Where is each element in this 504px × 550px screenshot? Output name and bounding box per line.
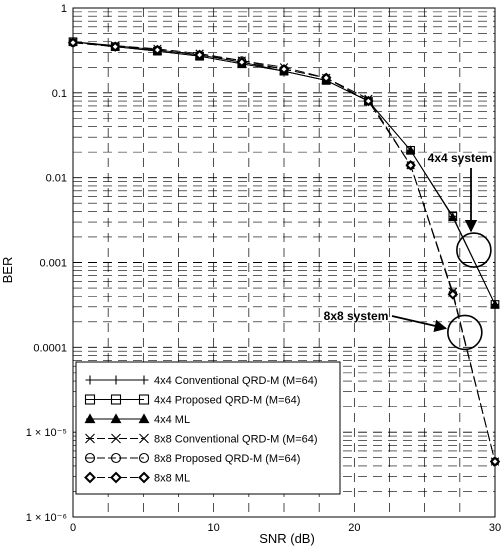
annotation-8x8-label: 8x8 system bbox=[324, 309, 389, 323]
marker-diamond bbox=[84, 471, 96, 484]
series-group bbox=[67, 36, 501, 467]
x-tick-label: 20 bbox=[348, 522, 360, 534]
y-axis-label: BER bbox=[0, 257, 15, 284]
marker-square bbox=[84, 394, 96, 405]
marker-square bbox=[138, 394, 150, 405]
marker-x bbox=[139, 433, 149, 444]
series-diamond bbox=[67, 37, 501, 467]
annotation-circle bbox=[456, 232, 492, 268]
legend-label: 8x8 Proposed QRD-M (M=64) bbox=[154, 453, 300, 465]
marker-diamond bbox=[278, 63, 290, 75]
legend-label: 4x4 Conventional QRD-M (M=64) bbox=[154, 375, 318, 387]
marker-x bbox=[111, 433, 121, 444]
y-tick-label: 1 × 10⁻⁵ bbox=[26, 427, 67, 439]
y-tick-label: 0.01 bbox=[46, 173, 67, 185]
legend-label: 8x8 Conventional QRD-M (M=64) bbox=[154, 434, 318, 446]
annotations: 4x4 system 8x8 system bbox=[324, 151, 493, 351]
marker-diamond bbox=[194, 49, 205, 61]
y-tick-label: 1 bbox=[61, 3, 67, 15]
marker-plus bbox=[139, 375, 149, 385]
marker-circle bbox=[138, 452, 150, 464]
annotation-arrow bbox=[391, 315, 448, 332]
marker-diamond bbox=[447, 289, 459, 300]
marker-triangle bbox=[448, 212, 458, 222]
marker-diamond bbox=[138, 471, 150, 484]
y-tick-label: 0.001 bbox=[39, 258, 67, 270]
axes: 0 10 20 30 1 0.1 0.01 0.001 0.0001 1 × 10⁻⁵ 1 × 10… bbox=[26, 3, 501, 534]
y-tick-label: 0.0001 bbox=[33, 342, 67, 354]
annotation-4x4-label: 4x4 system bbox=[428, 151, 493, 165]
y-tick-label: 1 × 10⁻⁶ bbox=[26, 512, 67, 524]
marker-triangle bbox=[405, 145, 416, 154]
marker-diamond bbox=[489, 456, 501, 467]
legend-item: 8x8 Conventional QRD-M (M=64) bbox=[85, 433, 318, 446]
marker-plus bbox=[111, 375, 121, 385]
marker-triangle bbox=[84, 413, 96, 424]
marker-square bbox=[110, 394, 122, 405]
marker-diamond bbox=[67, 37, 79, 48]
legend-item: 4x4 Proposed QRD-M (M=64) bbox=[84, 394, 300, 407]
legend: 4x4 Conventional QRD-M (M=64) 4x4 Propose… bbox=[75, 361, 341, 495]
x-tick-label: 0 bbox=[70, 522, 76, 534]
legend-item: 4x4 ML bbox=[84, 413, 190, 426]
legend-item: 4x4 Conventional QRD-M (M=64) bbox=[85, 375, 318, 387]
marker-diamond bbox=[152, 44, 163, 56]
legend-label: 4x4 Proposed QRD-M (M=64) bbox=[154, 395, 300, 407]
plot-frame bbox=[72, 7, 496, 518]
legend-item: 8x8 Proposed QRD-M (M=64) bbox=[84, 452, 300, 465]
marker-diamond bbox=[320, 72, 332, 84]
marker-diamond bbox=[109, 41, 121, 52]
marker-triangle bbox=[490, 299, 500, 309]
x-tick-label: 30 bbox=[489, 522, 501, 534]
y-tick-label: 0.1 bbox=[52, 88, 67, 100]
marker-circle bbox=[84, 452, 96, 464]
marker-triangle bbox=[138, 413, 150, 424]
marker-circle bbox=[110, 452, 122, 464]
legend-box bbox=[75, 361, 341, 495]
x-tick-label: 10 bbox=[208, 522, 220, 534]
marker-diamond bbox=[405, 160, 416, 171]
legend-label: 4x4 ML bbox=[154, 414, 190, 426]
marker-diamond bbox=[236, 56, 248, 68]
marker-x bbox=[85, 433, 95, 444]
marker-diamond bbox=[110, 471, 122, 484]
marker-triangle bbox=[110, 413, 122, 424]
legend-label: 8x8 ML bbox=[154, 473, 190, 485]
marker-plus bbox=[85, 375, 95, 385]
marker-diamond bbox=[363, 95, 374, 107]
x-axis-label: SNR (dB) bbox=[259, 531, 315, 546]
legend-item: 8x8 ML bbox=[84, 471, 190, 485]
annotation-circle bbox=[447, 314, 483, 351]
